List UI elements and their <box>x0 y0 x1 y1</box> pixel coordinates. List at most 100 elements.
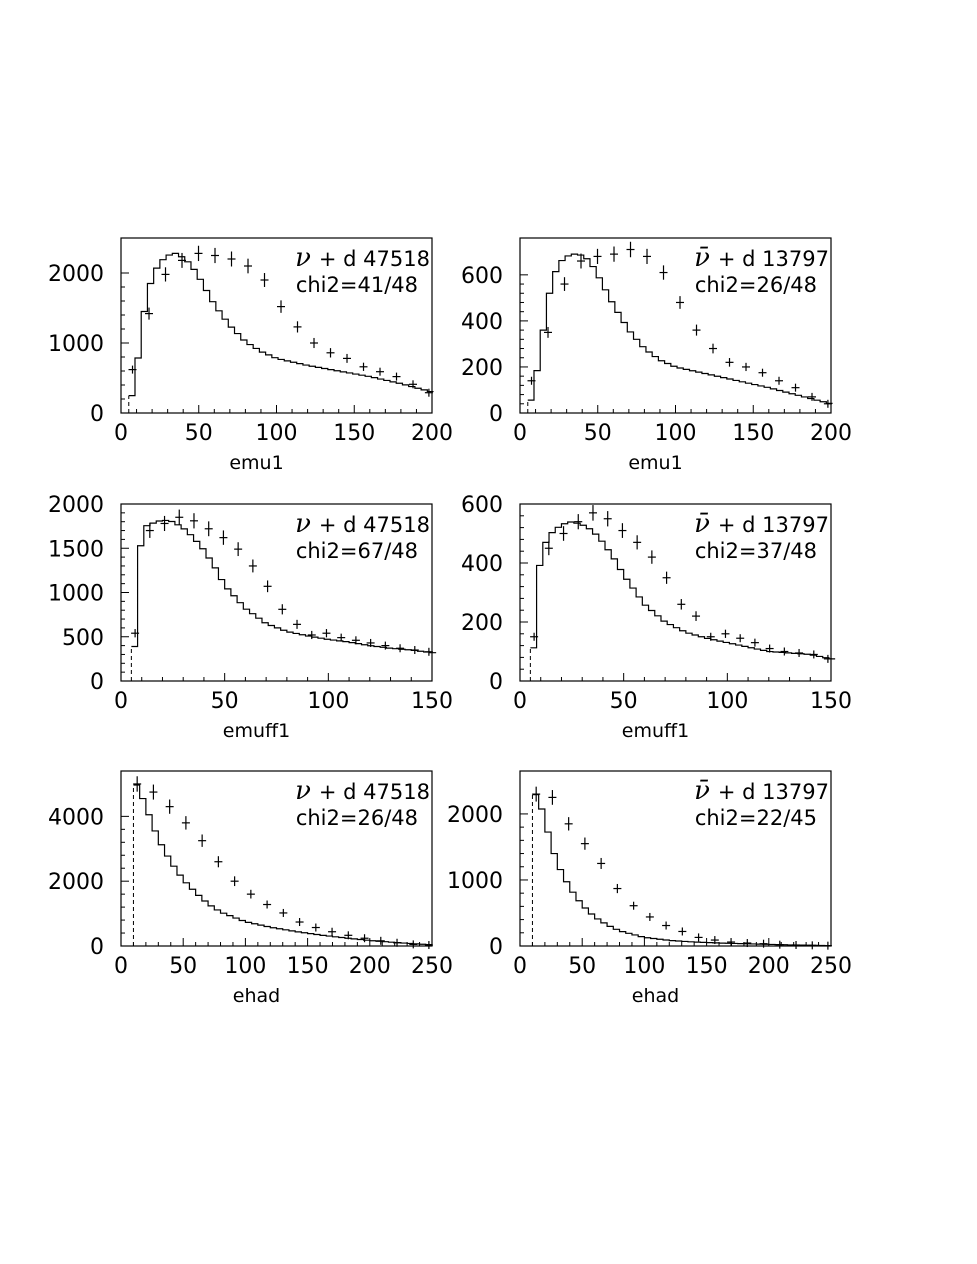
y-tick-label: 1000 <box>447 869 503 894</box>
panel-nu-ehad: 0 50 100 150 200 250 0 2000 4000 ehad ν + d 47518ch… <box>48 770 453 1007</box>
chi2-label: chi2=26/48 <box>695 273 817 297</box>
data-point <box>295 918 304 927</box>
x-tick-label: 150 <box>333 421 375 446</box>
data-point <box>307 630 316 640</box>
x-tick-label: 50 <box>211 689 239 714</box>
sample-text: + d 13797 <box>718 247 829 271</box>
y-tick-label: 200 <box>461 611 503 636</box>
y-tick-label: 400 <box>461 310 503 335</box>
data-point <box>161 267 170 282</box>
data-point <box>396 644 405 653</box>
particle-symbol: ν̄ <box>694 509 710 539</box>
data-point <box>381 641 390 650</box>
data-point <box>597 857 606 869</box>
data-point <box>234 542 243 557</box>
x-tick-label: 150 <box>732 421 774 446</box>
data-point <box>736 634 745 643</box>
data-point <box>633 535 642 550</box>
data-point <box>133 776 142 792</box>
data-point <box>643 248 652 264</box>
data-point <box>721 629 730 638</box>
data-point <box>692 611 701 621</box>
data-point <box>823 941 832 950</box>
data-point <box>409 940 418 949</box>
panel-nubar-emu1: 0 50 100 150 200 0 200 400 600 emu1 ν̄ + d 13797chi… <box>461 237 852 474</box>
data-point <box>809 650 818 659</box>
y-tick-label: 0 <box>90 935 104 960</box>
data-point <box>263 580 272 593</box>
x-tick-label: 100 <box>706 689 748 714</box>
sample-label: ν̄ + d 13797 <box>694 776 829 806</box>
data-point <box>277 300 286 313</box>
x-tick-label: 200 <box>411 421 453 446</box>
x-tick-label: 200 <box>810 421 852 446</box>
data-point <box>709 343 718 354</box>
data-point <box>293 619 302 629</box>
data-point <box>791 383 800 392</box>
data-point <box>344 931 353 940</box>
data-point <box>219 530 228 545</box>
y-tick-label: 600 <box>461 264 503 289</box>
data-point <box>775 376 784 385</box>
data-point <box>662 921 671 930</box>
data-point <box>750 638 759 647</box>
x-tick-label: 250 <box>411 954 453 979</box>
data-point <box>662 571 671 584</box>
data-point <box>727 938 736 947</box>
chi2-label: chi2=67/48 <box>296 539 418 563</box>
data-point <box>310 337 319 349</box>
data-point <box>351 636 360 645</box>
data-point <box>694 933 703 942</box>
x-tick-label: 0 <box>114 689 128 714</box>
data-point <box>392 372 401 381</box>
data-point <box>376 936 385 945</box>
data-point <box>246 889 255 899</box>
sample-label: ν + d 47518 <box>295 509 430 539</box>
x-tick-label: 200 <box>748 954 790 979</box>
data-point <box>214 856 223 868</box>
data-point <box>160 515 169 532</box>
data-point <box>410 646 419 655</box>
data-point <box>725 358 734 367</box>
y-tick-label: 200 <box>461 356 503 381</box>
data-point <box>823 399 832 408</box>
sample-text: + d 13797 <box>718 513 829 537</box>
data-point <box>198 834 207 847</box>
y-tick-label: 500 <box>62 626 104 651</box>
y-tick-label: 2000 <box>447 803 503 828</box>
x-tick-label: 0 <box>513 689 527 714</box>
data-point <box>676 296 685 309</box>
y-tick-label: 2000 <box>48 493 104 518</box>
data-point <box>527 376 536 385</box>
x-tick-label: 50 <box>169 954 197 979</box>
data-point <box>248 559 257 573</box>
data-point <box>366 638 375 647</box>
data-point <box>211 247 220 264</box>
data-point <box>532 786 541 802</box>
x-tick-label: 50 <box>185 421 213 446</box>
x-axis-title: ehad <box>632 985 679 1007</box>
data-point <box>149 784 158 800</box>
x-axis-title: emuff1 <box>622 720 689 742</box>
x-tick-label: 0 <box>114 421 128 446</box>
sample-text: + d 47518 <box>319 513 430 537</box>
data-point <box>795 648 804 657</box>
data-point <box>530 632 539 641</box>
sample-label: ν̄ + d 13797 <box>694 509 829 539</box>
data-point <box>230 876 239 887</box>
data-point <box>808 392 817 401</box>
data-point <box>710 936 719 945</box>
data-point <box>823 654 832 663</box>
data-point <box>692 324 701 336</box>
data-point <box>328 927 337 936</box>
data-point <box>322 629 331 638</box>
particle-symbol: ν <box>295 776 311 806</box>
data-point <box>678 927 687 936</box>
x-tick-label: 50 <box>610 689 638 714</box>
data-point <box>128 365 137 374</box>
data-point <box>588 505 597 521</box>
data-point <box>189 513 198 529</box>
data-point <box>326 348 335 358</box>
data-point <box>424 647 433 656</box>
